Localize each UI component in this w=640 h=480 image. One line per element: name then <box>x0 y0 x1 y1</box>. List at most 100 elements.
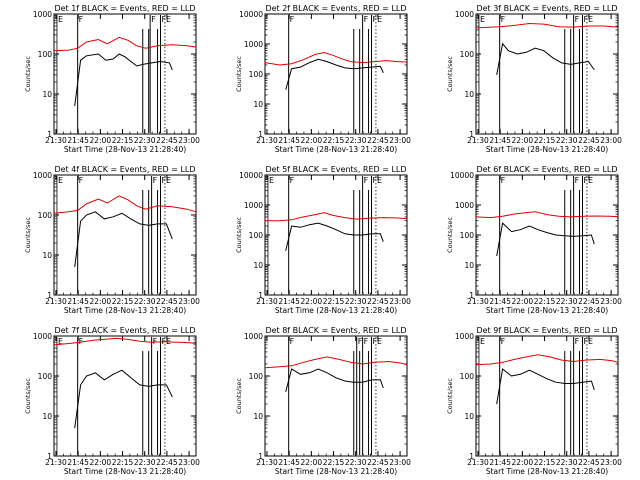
x-axis-label: Start Time (28-Nov-13 21:28:40) <box>64 145 186 154</box>
x-tick-label: 22:00 <box>301 458 323 467</box>
plot-frame <box>264 335 408 457</box>
panel-3: Det 3f BLACK = Events, RED = LLD 1 10 100 10… <box>446 4 622 154</box>
x-tick-label: 22:15 <box>534 297 556 306</box>
flag-marker-letter: F <box>364 176 369 185</box>
flag-marker-letter: F <box>290 176 295 185</box>
y-tick-label: 1000 <box>244 201 263 210</box>
x-tick-label: 22:00 <box>90 136 112 145</box>
x-tick-label: 22:15 <box>112 136 134 145</box>
x-tick-label: 21:45 <box>278 297 300 306</box>
x-tick-label: 22:30 <box>345 297 367 306</box>
x-tick-label: 22:15 <box>534 136 556 145</box>
x-tick-label: 22:00 <box>512 458 534 467</box>
x-tick-label: 23:00 <box>600 297 622 306</box>
flag-marker-letter: E <box>480 337 485 346</box>
plot-frame <box>475 335 619 457</box>
x-tick-label: 22:00 <box>90 458 112 467</box>
panel-title: Det 6f BLACK = Events, RED = LLD <box>476 165 617 174</box>
y-tick-label: 1000 <box>244 332 263 341</box>
flag-marker-letter: F <box>575 176 580 185</box>
y-tick-label: 100 <box>249 372 264 381</box>
y-axis-label: Counts/sec <box>235 217 243 253</box>
flag-marker-letter: F <box>290 15 295 24</box>
events-series-line <box>285 368 384 393</box>
x-tick-label: 23:00 <box>178 297 200 306</box>
flag-marker-letter: E <box>166 176 171 185</box>
panel-title: Det 7f BLACK = Events, RED = LLD <box>54 326 195 335</box>
x-axis-label: Start Time (28-Nov-13 21:28:40) <box>486 145 608 154</box>
lld-series-line <box>475 22 619 29</box>
y-tick-label: 1 <box>258 452 263 461</box>
panel-title: Det 4f BLACK = Events, RED = LLD <box>54 165 195 174</box>
x-tick-label: 22:15 <box>323 136 345 145</box>
y-tick-label: 10000 <box>450 171 474 180</box>
y-tick-label: 1 <box>258 130 263 139</box>
y-tick-label: 10 <box>42 90 52 99</box>
y-axis-label: Counts/sec <box>24 378 32 414</box>
x-axis-label: Start Time (28-Nov-13 21:28:40) <box>275 306 397 315</box>
flag-marker-letter: E <box>58 337 63 346</box>
flag-marker-letter: F <box>162 15 167 24</box>
y-tick-label: 1000 <box>244 40 263 49</box>
x-axis-label: Start Time (28-Nov-13 21:28:40) <box>275 145 397 154</box>
x-tick-label: 21:30 <box>467 458 489 467</box>
flag-marker-letter: E <box>480 15 485 24</box>
x-tick-label: 21:30 <box>467 136 489 145</box>
flag-marker-letter: F <box>584 176 589 185</box>
flag-marker-letter: F <box>79 176 84 185</box>
x-tick-label: 22:15 <box>112 458 134 467</box>
flag-marker-letter: F <box>373 176 378 185</box>
y-axis-label: Counts/sec <box>446 378 454 414</box>
lld-series-line <box>264 51 408 66</box>
y-tick-label: 1 <box>469 130 474 139</box>
events-series-line <box>285 222 384 251</box>
flag-marker-letter: E <box>377 337 382 346</box>
y-tick-label: 1000 <box>455 10 474 19</box>
flag-marker-letter: F <box>584 337 589 346</box>
x-tick-label: 22:45 <box>367 136 389 145</box>
flag-marker-letter: E <box>588 337 593 346</box>
lld-series-line <box>265 212 408 222</box>
flag-marker-letter: E <box>58 176 63 185</box>
panel-2: Det 2f BLACK = Events, RED = LLD 1 10 100 10… <box>235 4 411 154</box>
x-tick-label: 22:45 <box>578 458 600 467</box>
y-tick-label: 10 <box>253 261 263 270</box>
x-axis-label: Start Time (28-Nov-13 21:28:40) <box>486 467 608 476</box>
events-series-line <box>496 42 595 75</box>
y-tick-label: 1000 <box>33 10 52 19</box>
panel-7: Det 7f BLACK = Events, RED = LLD 1 10 100 10… <box>24 326 200 476</box>
flag-marker-letter: F <box>79 337 84 346</box>
x-tick-label: 21:30 <box>45 136 67 145</box>
lld-series-line <box>475 354 619 366</box>
y-tick-label: 10 <box>464 90 474 99</box>
y-tick-label: 10 <box>464 261 474 270</box>
flag-marker-letter: E <box>58 15 63 24</box>
x-tick-label: 22:45 <box>578 297 600 306</box>
flag-marker-letter: F <box>162 176 167 185</box>
y-tick-label: 1000 <box>33 332 52 341</box>
panel-title: Det 3f BLACK = Events, RED = LLD <box>476 4 617 13</box>
x-axis-label: Start Time (28-Nov-13 21:28:40) <box>275 467 397 476</box>
lld-series-line <box>53 337 197 346</box>
flag-marker-letter: F <box>364 15 369 24</box>
y-tick-label: 10 <box>253 412 263 421</box>
x-tick-label: 21:45 <box>67 458 89 467</box>
y-tick-label: 100 <box>249 231 264 240</box>
y-tick-label: 1 <box>258 291 263 300</box>
x-tick-label: 22:15 <box>534 458 556 467</box>
lld-series-line <box>264 356 408 369</box>
y-tick-label: 100 <box>38 372 53 381</box>
x-tick-label: 21:45 <box>278 458 300 467</box>
x-tick-label: 22:45 <box>156 136 178 145</box>
y-tick-label: 1 <box>47 130 52 139</box>
x-tick-label: 23:00 <box>178 458 200 467</box>
flag-marker-letter: F <box>79 15 84 24</box>
y-tick-label: 1 <box>47 452 52 461</box>
flag-marker-letter: F <box>373 337 378 346</box>
panel-title: Det 9f BLACK = Events, RED = LLD <box>476 326 617 335</box>
events-series-line <box>74 211 173 268</box>
x-tick-label: 22:30 <box>345 458 367 467</box>
y-tick-label: 10 <box>253 100 263 109</box>
x-axis-label: Start Time (28-Nov-13 21:28:40) <box>64 467 186 476</box>
